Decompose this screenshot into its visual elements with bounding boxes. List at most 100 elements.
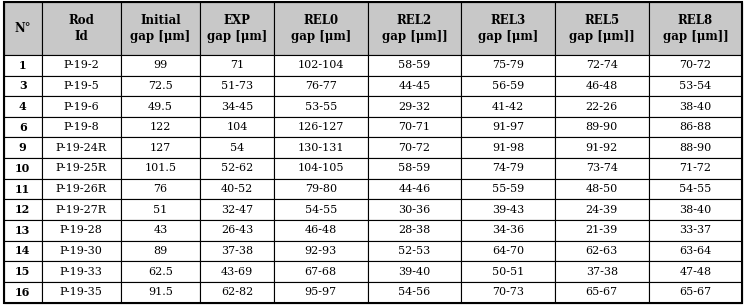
Bar <box>648 117 742 138</box>
Bar <box>42 96 121 117</box>
Text: 62-63: 62-63 <box>586 246 618 256</box>
Bar <box>4 179 42 199</box>
Text: 58-59: 58-59 <box>398 60 430 70</box>
Bar <box>648 96 742 117</box>
Bar <box>461 117 555 138</box>
Bar <box>461 179 555 199</box>
Text: 46-48: 46-48 <box>586 81 618 91</box>
Bar <box>648 158 742 179</box>
Bar <box>274 261 368 282</box>
Text: 70-71: 70-71 <box>398 122 430 132</box>
Text: 33-37: 33-37 <box>680 225 712 235</box>
Bar <box>200 158 274 179</box>
Text: REL0
gap [μm]: REL0 gap [μm] <box>291 14 351 43</box>
Text: REL2
gap [μm]]: REL2 gap [μm]] <box>381 14 448 43</box>
Text: 89: 89 <box>154 246 168 256</box>
Text: 101.5: 101.5 <box>145 163 177 174</box>
Bar <box>368 220 461 241</box>
Text: P-19-33: P-19-33 <box>60 267 103 277</box>
Text: P-19-6: P-19-6 <box>63 102 99 112</box>
Bar <box>368 158 461 179</box>
Text: 6: 6 <box>19 122 27 133</box>
Text: 4: 4 <box>19 101 27 112</box>
Text: 28-38: 28-38 <box>398 225 430 235</box>
Text: 41-42: 41-42 <box>492 102 524 112</box>
Text: 53-55: 53-55 <box>304 102 337 112</box>
Text: P-19-8: P-19-8 <box>63 122 99 132</box>
Text: P-19-2: P-19-2 <box>63 60 99 70</box>
Text: 44-46: 44-46 <box>398 184 430 194</box>
Text: 71-72: 71-72 <box>680 163 712 174</box>
Text: 44-45: 44-45 <box>398 81 430 91</box>
Bar <box>274 179 368 199</box>
Text: 38-40: 38-40 <box>680 102 712 112</box>
Bar <box>368 2 461 55</box>
Text: 32-47: 32-47 <box>221 205 253 215</box>
Bar <box>200 220 274 241</box>
Bar <box>42 199 121 220</box>
Bar <box>4 2 42 55</box>
Text: 62.5: 62.5 <box>148 267 173 277</box>
Text: 21-39: 21-39 <box>586 225 618 235</box>
Bar <box>42 261 121 282</box>
Bar <box>121 158 200 179</box>
Bar <box>648 241 742 261</box>
Bar <box>42 76 121 96</box>
Bar <box>648 199 742 220</box>
Bar <box>274 220 368 241</box>
Bar <box>4 96 42 117</box>
Text: P-19-30: P-19-30 <box>60 246 103 256</box>
Text: 54-55: 54-55 <box>680 184 712 194</box>
Bar <box>461 158 555 179</box>
Bar <box>368 241 461 261</box>
Text: 104: 104 <box>226 122 248 132</box>
Bar <box>200 179 274 199</box>
Bar <box>461 2 555 55</box>
Text: 67-68: 67-68 <box>304 267 337 277</box>
Text: 39-43: 39-43 <box>492 205 524 215</box>
Text: 29-32: 29-32 <box>398 102 430 112</box>
Text: 126-127: 126-127 <box>298 122 344 132</box>
Text: 58-59: 58-59 <box>398 163 430 174</box>
Bar <box>274 282 368 303</box>
Text: 88-90: 88-90 <box>680 143 712 153</box>
Bar <box>274 96 368 117</box>
Bar <box>4 158 42 179</box>
Bar <box>4 76 42 96</box>
Text: 34-45: 34-45 <box>221 102 253 112</box>
Bar <box>200 2 274 55</box>
Bar <box>368 76 461 96</box>
Bar <box>368 179 461 199</box>
Text: 52-53: 52-53 <box>398 246 430 256</box>
Text: 91.5: 91.5 <box>148 287 173 297</box>
Bar <box>648 261 742 282</box>
Bar <box>121 241 200 261</box>
Bar <box>274 199 368 220</box>
Text: P-19-25R: P-19-25R <box>56 163 107 174</box>
Text: P-19-28: P-19-28 <box>60 225 103 235</box>
Text: 14: 14 <box>15 246 31 257</box>
Bar <box>121 76 200 96</box>
Text: 38-40: 38-40 <box>680 205 712 215</box>
Text: 72-74: 72-74 <box>586 60 618 70</box>
Bar <box>121 2 200 55</box>
Text: 76: 76 <box>154 184 168 194</box>
Bar <box>461 220 555 241</box>
Text: 72.5: 72.5 <box>148 81 173 91</box>
Bar <box>42 138 121 158</box>
Bar <box>42 158 121 179</box>
Text: REL8
gap [μm]]: REL8 gap [μm]] <box>662 14 728 43</box>
Text: 16: 16 <box>15 287 31 298</box>
Text: REL3
gap [μm]: REL3 gap [μm] <box>478 14 538 43</box>
Text: 53-54: 53-54 <box>680 81 712 91</box>
Text: 1: 1 <box>19 60 26 71</box>
Bar <box>555 199 648 220</box>
Text: 92-93: 92-93 <box>304 246 337 256</box>
Text: 12: 12 <box>15 204 31 215</box>
Bar <box>368 117 461 138</box>
Bar <box>121 261 200 282</box>
Text: 54-55: 54-55 <box>304 205 337 215</box>
Bar <box>42 220 121 241</box>
Bar <box>121 179 200 199</box>
Bar <box>461 96 555 117</box>
